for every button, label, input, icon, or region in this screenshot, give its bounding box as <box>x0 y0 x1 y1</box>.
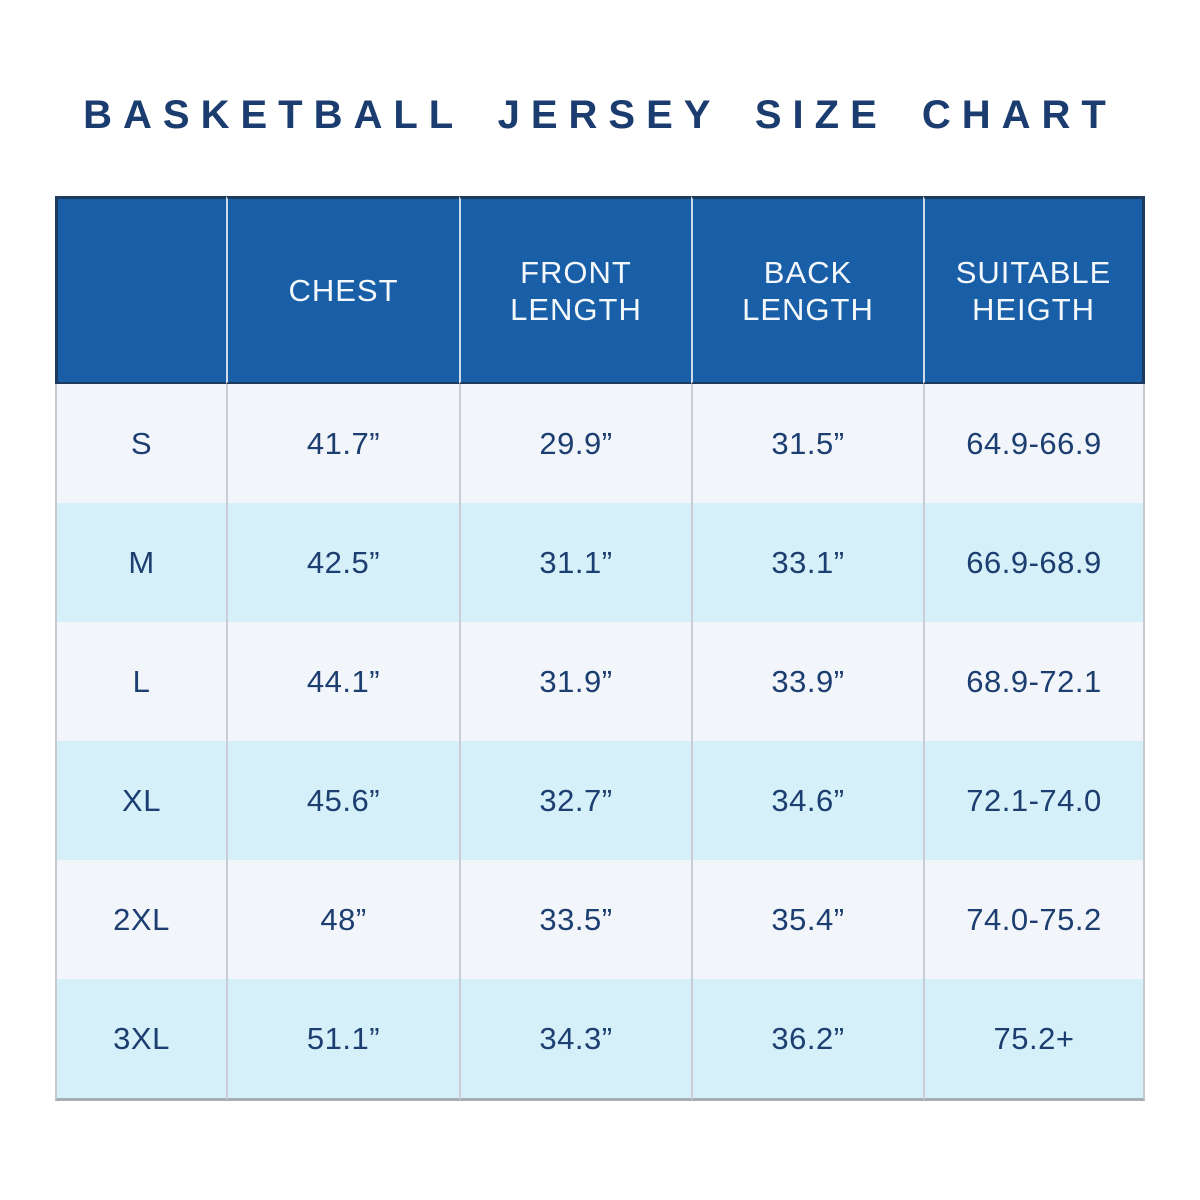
header-chest: CHEST <box>226 196 459 384</box>
table-row: S 41.7” 29.9” 31.5” 64.9-66.9 <box>55 384 1145 503</box>
chest-cell: 44.1” <box>226 622 459 741</box>
table-row: L 44.1” 31.9” 33.9” 68.9-72.1 <box>55 622 1145 741</box>
size-cell: 2XL <box>55 860 226 979</box>
page-title: BASKETBALL JERSEY SIZE CHART <box>83 93 1117 137</box>
chest-cell: 41.7” <box>226 384 459 503</box>
suitable-height-cell: 74.0-75.2 <box>923 860 1145 979</box>
chest-cell: 51.1” <box>226 979 459 1101</box>
chest-cell: 45.6” <box>226 741 459 860</box>
table-row: 3XL 51.1” 34.3” 36.2” 75.2+ <box>55 979 1145 1101</box>
front-length-cell: 31.9” <box>459 622 691 741</box>
size-chart-table: CHEST FRONT LENGTH BACK LENGTH SUITABLE … <box>55 196 1145 1101</box>
size-cell: M <box>55 503 226 622</box>
back-length-cell: 35.4” <box>691 860 923 979</box>
front-length-cell: 34.3” <box>459 979 691 1101</box>
front-length-cell: 32.7” <box>459 741 691 860</box>
chest-cell: 48” <box>226 860 459 979</box>
table-row: 2XL 48” 33.5” 35.4” 74.0-75.2 <box>55 860 1145 979</box>
table-row: M 42.5” 31.1” 33.1” 66.9-68.9 <box>55 503 1145 622</box>
size-cell: S <box>55 384 226 503</box>
front-length-cell: 31.1” <box>459 503 691 622</box>
suitable-height-cell: 72.1-74.0 <box>923 741 1145 860</box>
suitable-height-cell: 64.9-66.9 <box>923 384 1145 503</box>
back-length-cell: 33.1” <box>691 503 923 622</box>
header-front-length: FRONT LENGTH <box>459 196 691 384</box>
suitable-height-cell: 75.2+ <box>923 979 1145 1101</box>
header-back-length: BACK LENGTH <box>691 196 923 384</box>
header-row: CHEST FRONT LENGTH BACK LENGTH SUITABLE … <box>55 196 1145 384</box>
header-suitable-height: SUITABLE HEIGTH <box>923 196 1145 384</box>
table-row: XL 45.6” 32.7” 34.6” 72.1-74.0 <box>55 741 1145 860</box>
header-size <box>55 196 226 384</box>
size-cell: L <box>55 622 226 741</box>
suitable-height-cell: 66.9-68.9 <box>923 503 1145 622</box>
back-length-cell: 33.9” <box>691 622 923 741</box>
front-length-cell: 29.9” <box>459 384 691 503</box>
size-cell: 3XL <box>55 979 226 1101</box>
back-length-cell: 36.2” <box>691 979 923 1101</box>
front-length-cell: 33.5” <box>459 860 691 979</box>
suitable-height-cell: 68.9-72.1 <box>923 622 1145 741</box>
back-length-cell: 34.6” <box>691 741 923 860</box>
back-length-cell: 31.5” <box>691 384 923 503</box>
size-cell: XL <box>55 741 226 860</box>
chest-cell: 42.5” <box>226 503 459 622</box>
